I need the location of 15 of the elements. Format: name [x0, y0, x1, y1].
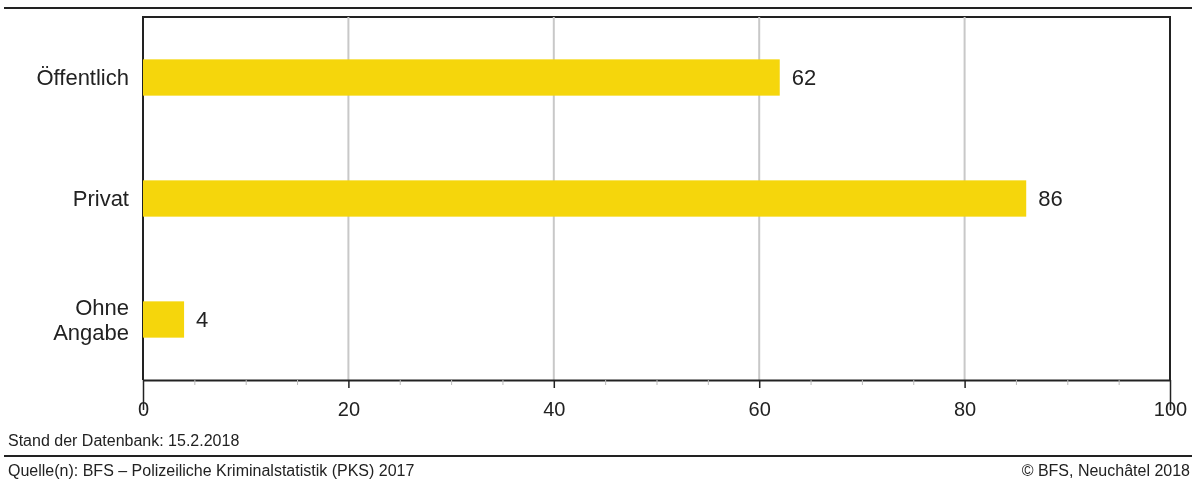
x-tick-label: 0	[137, 398, 150, 421]
x-tick-label: 40	[543, 398, 566, 421]
y-tick-label: Ohne Angabe	[53, 294, 129, 345]
text: © BFS, Neuchâtel 2018	[1021, 462, 1191, 479]
data-label: 4	[196, 307, 209, 333]
data-label: 86	[1038, 186, 1063, 212]
x-tick-label: 100	[1153, 398, 1188, 421]
y-tick-label: Öffentlich	[36, 65, 129, 91]
source-note: Quelle(n): BFS – Polizeiliche Kriminalstatistik (PKS) 2017	[8, 462, 415, 479]
y-tick-label: Privat	[72, 186, 129, 212]
x-tick-label: 80	[953, 398, 977, 421]
x-tick-label: 20	[337, 398, 361, 421]
data-label: 62	[791, 65, 817, 91]
x-tick-label: 60	[748, 398, 771, 421]
text: Stand der Datenbank: 15.2.2018	[8, 432, 240, 449]
